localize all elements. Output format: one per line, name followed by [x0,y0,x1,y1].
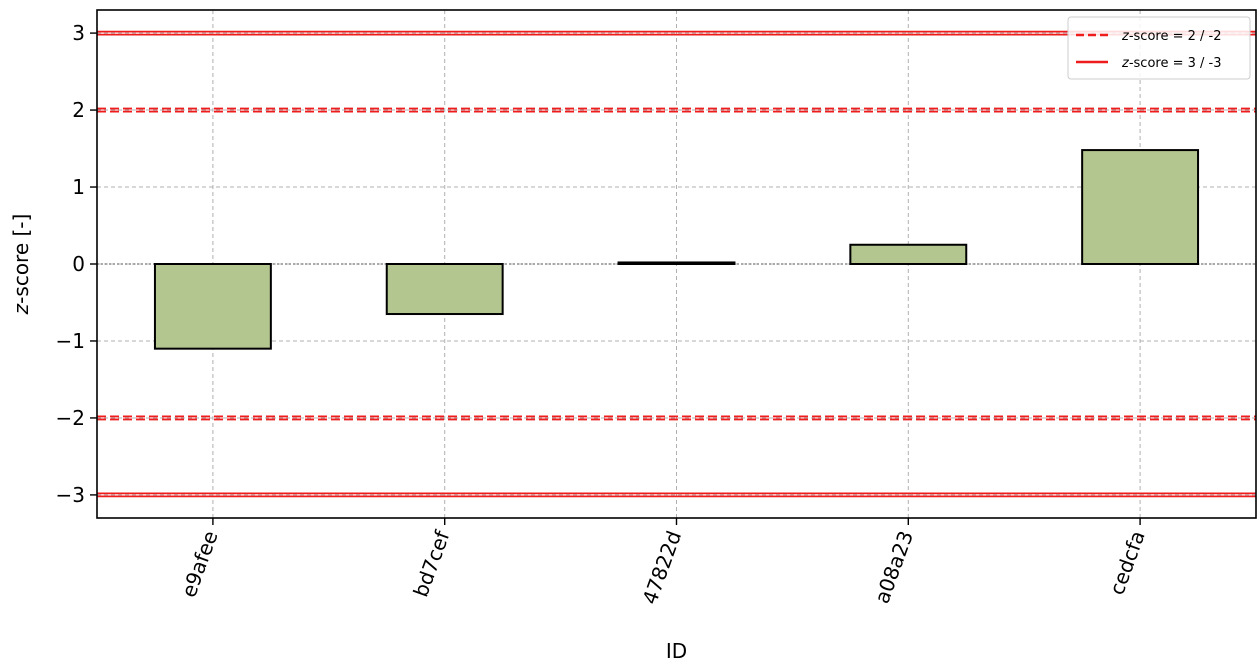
y-tick-label: 2 [72,98,85,122]
legend-label-solid: z-score = 3 / -3 [1121,56,1222,71]
x-tick-label: e9afee [176,528,222,601]
y-axis-label-rest: -score [-] [9,214,33,304]
bar-bd7cef [385,263,504,316]
y-tick-label: 0 [72,252,85,276]
reference-line-dashed [97,107,1256,113]
legend-box [1067,16,1251,80]
y-axis-ticks: 3 2 1 0 −1 −2 −3 [56,21,97,507]
bar-47822d [617,261,736,265]
legend-label-dashed-rest: -score = 2 / -2 [1129,29,1222,44]
x-axis-ticks: e9afee bd7cef 47822d a08a23 cedcfa [176,518,1150,608]
y-tick-label: −3 [56,483,85,507]
x-axis-label: ID [666,639,687,663]
reference-line-solid [97,30,1256,36]
legend-label-dashed-italic: z [1121,29,1130,44]
x-tick-label: bd7cef [408,527,454,600]
y-axis-label: z-score [-] [9,214,33,316]
y-axis-label-italic: z [9,303,33,315]
reference-line-solid [97,492,1256,498]
reference-lines [97,30,1256,498]
bars [153,149,1200,350]
bar-cedcfa [1081,149,1200,266]
y-tick-label: −2 [56,406,85,430]
x-tick-label: 47822d [638,528,687,608]
x-tick-label: a08a23 [870,528,918,607]
bar-a08a23 [849,243,968,265]
legend-label-solid-italic: z [1121,56,1130,71]
legend-label-dashed: z-score = 2 / -2 [1121,29,1222,44]
legend: z-score = 2 / -2 z-score = 3 / -3 [1067,16,1251,80]
y-tick-label: −1 [56,329,85,353]
legend-label-solid-rest: -score = 3 / -3 [1129,56,1222,71]
y-tick-label: 3 [72,21,85,45]
y-tick-label: 1 [72,175,85,199]
x-tick-label: cedcfa [1105,528,1150,599]
reference-line-dashed [97,415,1256,421]
bar-e9afee [153,263,272,350]
